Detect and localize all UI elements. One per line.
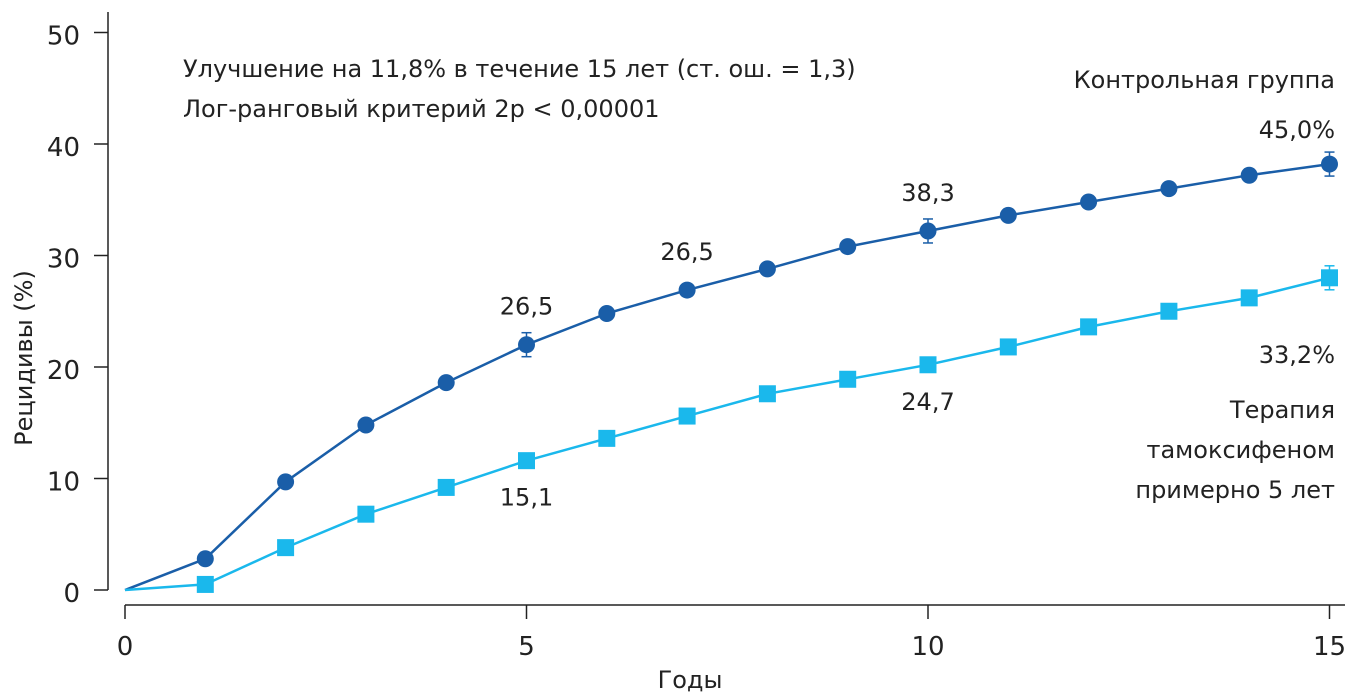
tamoxifen-point <box>1321 269 1338 287</box>
tamoxifen-point <box>518 452 535 470</box>
tamoxifen-point <box>277 539 295 557</box>
y-tick-label: 20 <box>47 356 80 386</box>
series-layer <box>124 151 1338 593</box>
control-point <box>678 281 696 299</box>
y-tick-label: 50 <box>47 22 80 52</box>
control-point <box>196 550 214 568</box>
improvement-annotation: Улучшение на 11,8% в течение 15 лет (ст.… <box>183 55 856 83</box>
control-point <box>357 416 375 434</box>
labels-layer: 26,5 26,5 38,3 15,1 24,7 Контрольная группа 45… <box>500 66 1335 512</box>
control-point <box>518 336 535 354</box>
tamoxifen-point <box>196 575 214 593</box>
tamoxifen-point <box>598 429 616 447</box>
tamoxifen-point <box>758 385 776 403</box>
y-ticks: 0102030405060 <box>47 22 108 609</box>
control-point <box>1080 193 1098 211</box>
tamoxifen-point <box>839 370 857 388</box>
legend-label-tamoxifen: тамоксифеном <box>1146 436 1335 464</box>
data-label: 15,1 <box>500 484 553 512</box>
end-label-tamoxifen: 33,2% <box>1259 341 1335 369</box>
x-tick-label: 10 <box>911 632 944 662</box>
control-point <box>919 222 937 240</box>
control-point <box>1240 166 1258 184</box>
y-axis-title: Рецидивы (%) <box>10 270 38 446</box>
tamoxifen-point <box>678 407 696 425</box>
tamoxifen-point <box>1080 318 1098 336</box>
end-label-control: 45,0% <box>1259 116 1335 144</box>
control-series-line <box>124 162 1330 592</box>
y-tick-label: 40 <box>47 133 80 163</box>
data-label: 24,7 <box>901 388 954 416</box>
tamoxifen-point <box>1240 289 1258 307</box>
x-tick-label: 0 <box>117 632 134 662</box>
control-point <box>437 374 455 392</box>
tamoxifen-point <box>999 338 1017 356</box>
data-label: 26,5 <box>500 293 553 321</box>
legend-label-control: Контрольная группа <box>1074 66 1335 94</box>
x-ticks: 0 5 10 15 <box>117 605 1346 662</box>
control-point <box>1321 155 1338 173</box>
data-label: 38,3 <box>901 179 954 207</box>
logrank-annotation: Лог-ранговый критерий 2p < 0,00001 <box>183 95 660 123</box>
control-point <box>1160 180 1178 198</box>
control-point <box>758 260 776 278</box>
x-axis-title: Годы <box>658 666 723 694</box>
axes <box>107 12 1345 606</box>
control-point <box>839 238 857 256</box>
control-point <box>999 206 1017 224</box>
legend-label-tamoxifen: примерно 5 лет <box>1135 476 1335 504</box>
tamoxifen-point <box>357 505 375 523</box>
tamoxifen-series-line <box>124 276 1330 592</box>
tamoxifen-point <box>919 356 937 374</box>
y-tick-label: 30 <box>47 245 80 275</box>
control-point <box>277 473 295 491</box>
legend-label-tamoxifen: Терапия <box>1229 396 1335 424</box>
tamoxifen-point <box>437 478 455 496</box>
x-tick-label: 15 <box>1313 632 1346 662</box>
control-point <box>598 304 616 322</box>
x-tick-label: 5 <box>518 632 535 662</box>
data-label: 26,5 <box>660 238 713 266</box>
tamoxifen-point <box>1160 302 1178 320</box>
y-tick-label: 0 <box>63 579 80 609</box>
y-tick-label: 10 <box>47 468 80 498</box>
